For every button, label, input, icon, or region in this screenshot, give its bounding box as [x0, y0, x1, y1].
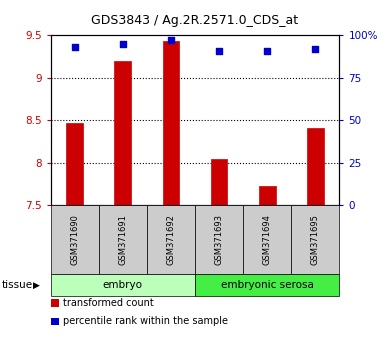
Bar	[163, 41, 179, 205]
Bar	[114, 61, 131, 205]
Text: embryo: embryo	[103, 280, 143, 290]
Bar	[66, 123, 83, 205]
Point	[312, 46, 318, 52]
Text: GSM371690: GSM371690	[70, 215, 79, 265]
Text: GSM371693: GSM371693	[215, 214, 223, 266]
Text: transformed count: transformed count	[63, 298, 154, 308]
Text: embryonic serosa: embryonic serosa	[221, 280, 314, 290]
Bar	[307, 128, 324, 205]
Text: ▶: ▶	[33, 281, 40, 290]
Text: GSM371692: GSM371692	[167, 215, 176, 265]
Bar	[259, 186, 276, 205]
Point	[72, 45, 78, 50]
Point	[264, 48, 270, 53]
Text: GSM371691: GSM371691	[118, 215, 128, 265]
Text: GSM371695: GSM371695	[311, 215, 320, 265]
Point	[168, 38, 174, 43]
Text: percentile rank within the sample: percentile rank within the sample	[63, 316, 228, 326]
Text: GSM371694: GSM371694	[262, 215, 272, 265]
Text: tissue: tissue	[2, 280, 33, 290]
Text: GDS3843 / Ag.2R.2571.0_CDS_at: GDS3843 / Ag.2R.2571.0_CDS_at	[91, 14, 299, 27]
Point	[120, 41, 126, 47]
Bar	[211, 159, 227, 205]
Point	[216, 48, 222, 53]
